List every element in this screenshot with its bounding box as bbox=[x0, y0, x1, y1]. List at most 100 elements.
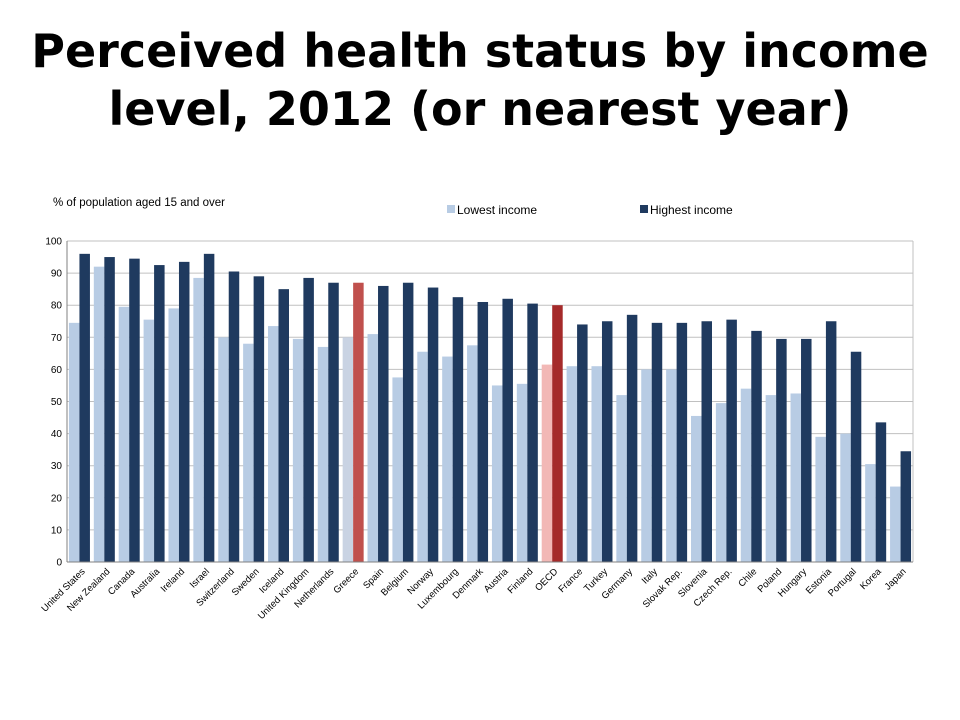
bar-highest-income bbox=[577, 324, 588, 562]
bar-lowest-income bbox=[268, 326, 279, 562]
bar-lowest-income bbox=[491, 385, 503, 562]
y-tick-label: 100 bbox=[45, 237, 62, 248]
bar-lowest-income bbox=[68, 322, 80, 562]
bar-lowest-income bbox=[292, 338, 304, 562]
bar-lowest-income bbox=[367, 334, 379, 562]
bar-lowest-income bbox=[342, 337, 354, 562]
bar-lowest-income bbox=[691, 415, 702, 562]
bar-lowest-income bbox=[243, 343, 254, 562]
bar-lowest-income bbox=[417, 351, 428, 562]
bar-highest-income bbox=[427, 287, 439, 562]
bar-highest-income bbox=[353, 282, 364, 562]
y-tick-label: 30 bbox=[51, 461, 63, 472]
unit-label: % of population aged 15 and over bbox=[53, 197, 225, 209]
slide-title-line-2: level, 2012 (or nearest year) bbox=[108, 82, 852, 136]
bar-highest-income bbox=[477, 301, 489, 562]
bar-highest-income bbox=[228, 271, 240, 562]
bar-highest-income bbox=[701, 321, 712, 562]
bar-highest-income bbox=[626, 314, 638, 562]
bar-highest-income bbox=[452, 297, 464, 562]
bar-highest-income bbox=[825, 321, 837, 562]
legend-label-highest-income: Highest income bbox=[650, 203, 733, 217]
x-tick-label: Korea bbox=[858, 566, 884, 592]
y-tick-label: 40 bbox=[51, 429, 63, 440]
bar-lowest-income bbox=[516, 383, 528, 562]
bar-highest-income bbox=[303, 277, 314, 562]
bar-lowest-income bbox=[193, 277, 204, 562]
bar-lowest-income bbox=[118, 306, 130, 562]
bar-lowest-income bbox=[641, 369, 652, 562]
y-tick-label: 90 bbox=[51, 269, 63, 280]
bar-lowest-income bbox=[666, 369, 677, 562]
bar-lowest-income bbox=[815, 436, 826, 562]
bar-lowest-income bbox=[317, 346, 329, 562]
y-tick-label: 0 bbox=[56, 558, 62, 569]
bars bbox=[68, 253, 912, 562]
x-tick-label: Ireland bbox=[159, 566, 187, 594]
bar-highest-income bbox=[154, 265, 165, 562]
bar-highest-income bbox=[776, 338, 787, 562]
bar-highest-income bbox=[751, 330, 762, 562]
legend: Lowest income Highest income bbox=[447, 203, 733, 217]
y-axis: 0 10 20 30 40 50 60 70 80 90 100 bbox=[45, 237, 914, 569]
x-tick-label: Sweden bbox=[230, 566, 262, 598]
y-tick-label: 80 bbox=[51, 301, 63, 312]
bar-highest-income bbox=[328, 282, 339, 562]
bar-highest-income bbox=[850, 351, 862, 562]
bar-highest-income bbox=[676, 322, 688, 562]
bar-highest-income bbox=[801, 338, 812, 562]
bar-highest-income bbox=[378, 285, 389, 562]
bar-lowest-income bbox=[616, 395, 627, 562]
bar-highest-income bbox=[601, 321, 613, 562]
bar-highest-income bbox=[651, 322, 663, 562]
bar-lowest-income bbox=[143, 319, 155, 562]
bar-highest-income bbox=[253, 276, 265, 562]
bar-lowest-income bbox=[840, 433, 851, 562]
bar-highest-income bbox=[104, 257, 115, 562]
bar-lowest-income bbox=[541, 364, 553, 562]
bar-lowest-income bbox=[715, 403, 727, 562]
bar-lowest-income bbox=[467, 345, 478, 562]
legend-swatch-lowest-income bbox=[447, 205, 455, 213]
x-tick-label: OECD bbox=[533, 566, 560, 593]
bar-highest-income bbox=[79, 253, 90, 562]
bar-lowest-income bbox=[93, 266, 105, 562]
bar-highest-income bbox=[402, 282, 414, 562]
x-tick-label: Finland bbox=[506, 566, 536, 596]
bar-highest-income bbox=[178, 261, 190, 562]
y-tick-label: 10 bbox=[51, 525, 63, 536]
bar-lowest-income bbox=[168, 308, 179, 562]
bar-lowest-income bbox=[566, 366, 578, 562]
y-tick-label: 60 bbox=[51, 365, 63, 376]
x-tick-label: France bbox=[557, 566, 586, 595]
bar-lowest-income bbox=[740, 388, 752, 562]
legend-swatch-highest-income bbox=[640, 205, 648, 213]
y-tick-label: 20 bbox=[51, 493, 63, 504]
x-tick-label: Japan bbox=[883, 566, 909, 592]
x-tick-label: Italy bbox=[640, 566, 660, 586]
bar-lowest-income bbox=[890, 486, 901, 562]
slide-title: Perceived health status by income level,… bbox=[0, 22, 960, 138]
x-tick-label: Belgium bbox=[379, 566, 411, 598]
bar-lowest-income bbox=[591, 366, 602, 562]
bar-lowest-income bbox=[765, 395, 777, 562]
bar-highest-income bbox=[900, 451, 912, 562]
y-tick-label: 50 bbox=[51, 397, 63, 408]
bar-highest-income bbox=[502, 298, 513, 562]
bar-highest-income bbox=[203, 253, 215, 562]
bar-highest-income bbox=[129, 258, 140, 562]
bar-lowest-income bbox=[442, 356, 453, 562]
bar-highest-income bbox=[726, 319, 737, 562]
y-tick-label: 70 bbox=[51, 333, 63, 344]
bar-highest-income bbox=[875, 422, 887, 562]
x-tick-label: Greece bbox=[331, 566, 361, 596]
slide-title-line-1: Perceived health status by income bbox=[31, 24, 929, 78]
bar-highest-income bbox=[278, 289, 289, 562]
bar-lowest-income bbox=[865, 464, 876, 562]
bar-lowest-income bbox=[790, 393, 802, 562]
bar-lowest-income bbox=[218, 337, 229, 562]
legend-label-lowest-income: Lowest income bbox=[457, 203, 537, 217]
bar-lowest-income bbox=[392, 377, 403, 562]
